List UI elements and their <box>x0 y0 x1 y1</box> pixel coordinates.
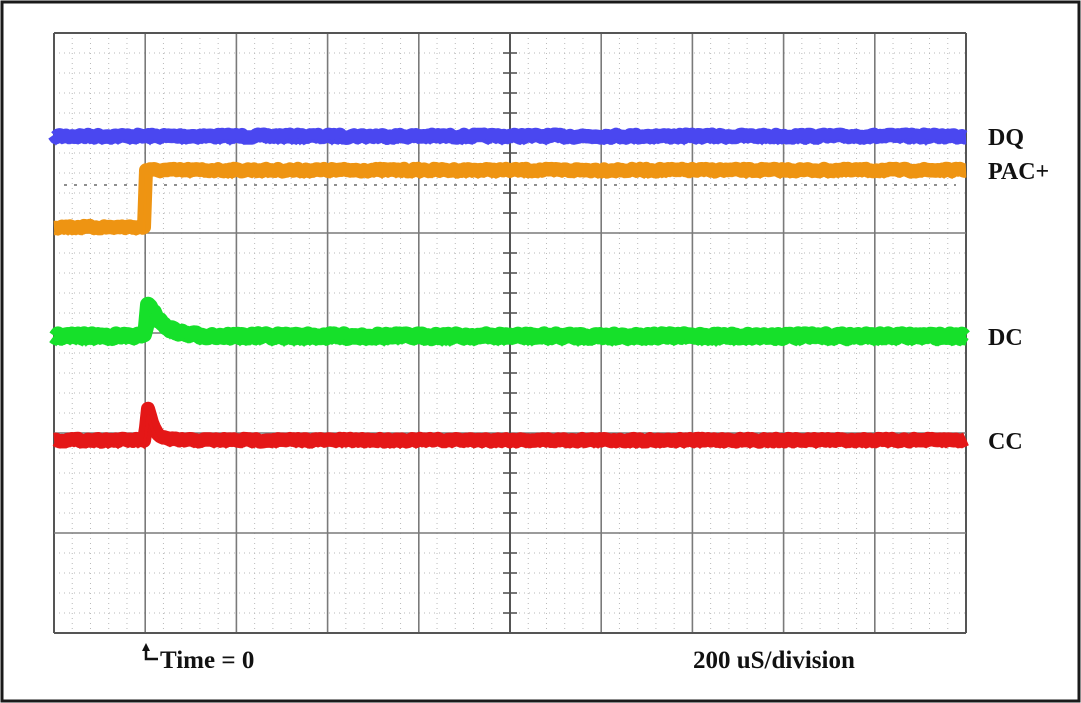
trace-line <box>49 401 971 449</box>
trigger-label: Time = 0 <box>160 647 254 674</box>
series-label: DC <box>988 325 1023 351</box>
trace-line <box>48 127 971 145</box>
trace-pac- <box>49 161 971 236</box>
traces <box>48 127 972 450</box>
series-label: DQ <box>988 125 1024 151</box>
trace-dq <box>48 127 971 147</box>
series-label: CC <box>988 429 1023 455</box>
channel-labels: DQ PAC+ DC CC <box>988 125 1049 455</box>
trace-grain <box>53 308 967 348</box>
trace-cc <box>49 401 971 450</box>
trigger-marker: Time = 0 <box>142 643 254 674</box>
trace-line <box>48 296 972 346</box>
trace-grain <box>52 137 967 147</box>
trigger-arrow-head <box>142 643 150 651</box>
trace-dc <box>48 296 972 348</box>
trace-grain <box>53 172 967 236</box>
trace-grain <box>53 414 967 450</box>
series-label: PAC+ <box>988 159 1049 185</box>
trigger-arrow-icon <box>144 648 158 661</box>
trace-line <box>49 161 971 236</box>
x-scale-label: 200 uS/division <box>693 647 855 674</box>
